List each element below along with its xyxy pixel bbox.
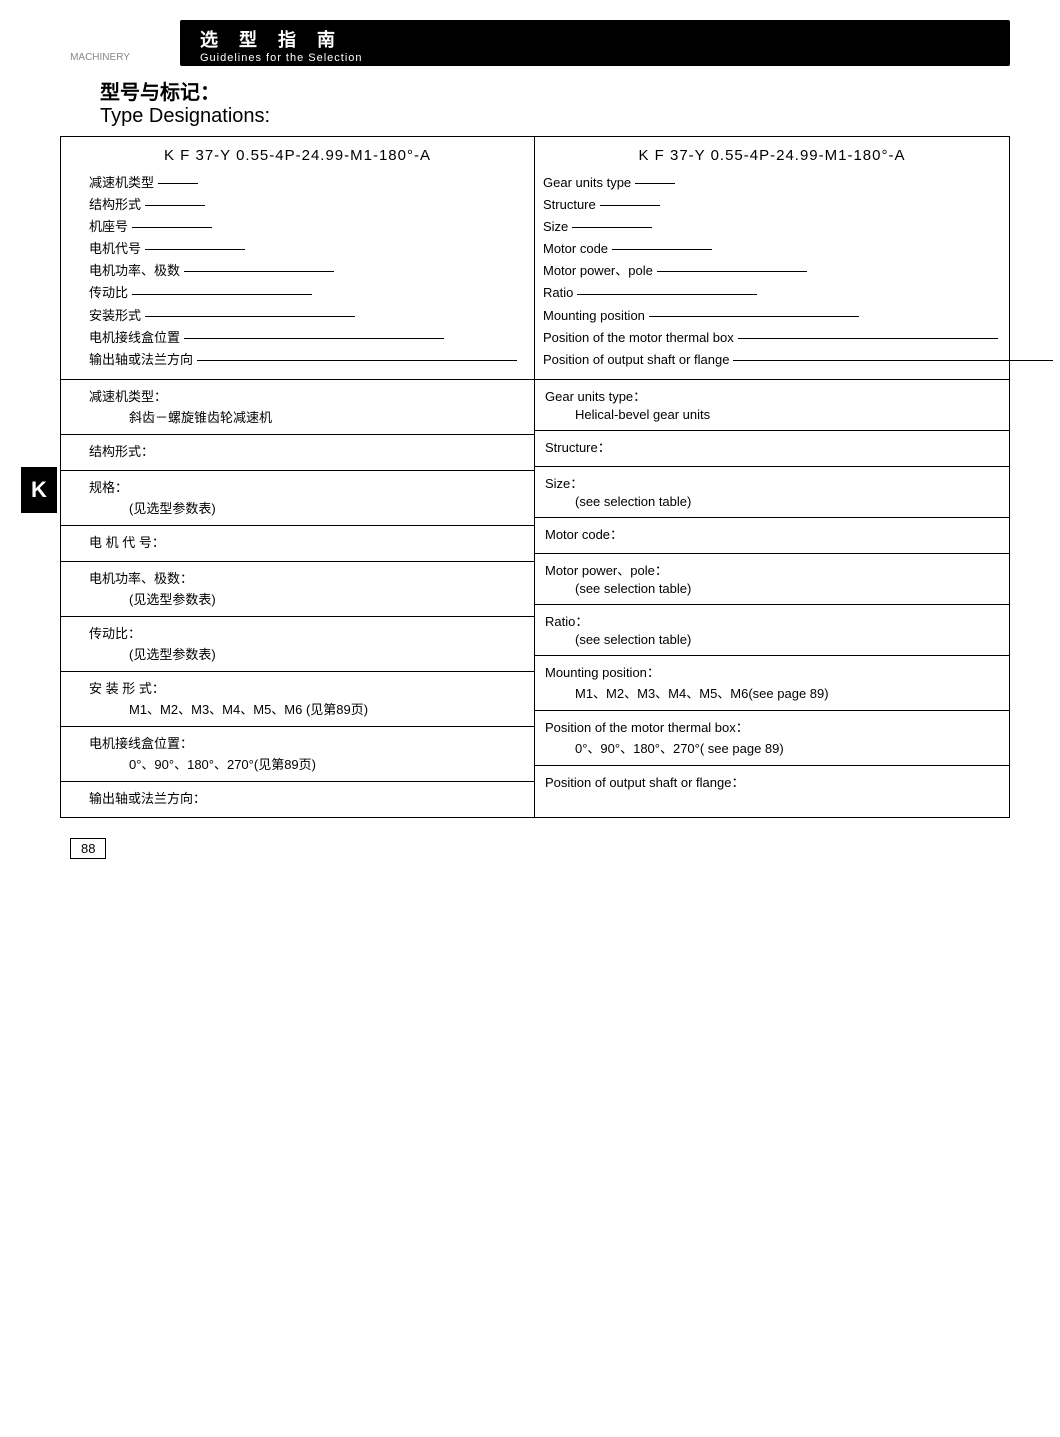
label-line: 电机代号: [89, 238, 526, 260]
structure-head-cn: 结构形式：: [89, 441, 524, 460]
size-head-cn: 规格：: [89, 477, 524, 496]
size-body-en: (see selection table): [545, 494, 999, 509]
header: MACHINERY 选 型 指 南 Guidelines for the Sel…: [20, 20, 1010, 66]
labels-cn: 减速机类型结构形式机座号电机代号电机功率、极数传动比安装形式电机接线盒位置输出轴…: [61, 168, 534, 379]
structure-cn: 结构形式：: [61, 434, 534, 470]
output-head-cn: 输出轴或法兰方向：: [89, 788, 524, 807]
title-bar: 选 型 指 南 Guidelines for the Selection: [180, 20, 1010, 66]
size-cn: 规格： (见选型参数表): [61, 470, 534, 525]
main-box: K K F 37-Y 0.55-4P-24.99-M1-180°-A 减速机类型…: [60, 136, 1010, 818]
thermal-cn: 电机接线盒位置： 0°、90°、180°、270°(见第89页): [61, 726, 534, 781]
page-number: 88: [70, 838, 106, 859]
thermal-en: Position of the motor thermal box： 0°、90…: [535, 710, 1009, 765]
mounting-body-en: M1、M2、M3、M4、M5、M6(see page 89): [545, 683, 999, 702]
label-line: Motor code: [543, 238, 1001, 260]
label-line: Position of the motor thermal box: [543, 327, 1001, 349]
mounting-cn: 安 装 形 式： M1、M2、M3、M4、M5、M6 (见第89页): [61, 671, 534, 726]
motorpower-body-cn: (见选型参数表): [89, 589, 524, 608]
ratio-head-cn: 传动比：: [89, 623, 524, 642]
ratio-cn: 传动比： (见选型参数表): [61, 616, 534, 671]
mounting-body-cn: M1、M2、M3、M4、M5、M6 (见第89页): [89, 699, 524, 718]
header-cn: 选 型 指 南: [200, 26, 990, 52]
mounting-en: Mounting position： M1、M2、M3、M4、M5、M6(see…: [535, 655, 1009, 710]
gear-type-head-cn: 减速机类型：: [89, 386, 524, 405]
structure-en: Structure：: [535, 430, 1009, 466]
motorpower-cn: 电机功率、极数： (见选型参数表): [61, 561, 534, 616]
logo-area: MACHINERY: [20, 24, 180, 63]
motorcode-head-en: Motor code：: [545, 524, 999, 543]
header-en: Guidelines for the Selection: [200, 52, 990, 64]
gear-type-cn: 减速机类型： 斜齿－螺旋锥齿轮减速机: [61, 379, 534, 434]
size-head-en: Size：: [545, 473, 999, 492]
label-line: Gear units type: [543, 172, 1001, 194]
label-line: Structure: [543, 194, 1001, 216]
labels-en: Gear units typeStructureSizeMotor codeMo…: [535, 168, 1009, 379]
motorpower-en: Motor power、pole： (see selection table): [535, 553, 1009, 604]
label-line: Ratio: [543, 282, 1001, 304]
side-tab: K: [21, 467, 57, 513]
ratio-head-en: Ratio：: [545, 611, 999, 630]
mounting-head-cn: 安 装 形 式：: [89, 678, 524, 697]
thermal-body-cn: 0°、90°、180°、270°(见第89页): [89, 754, 524, 773]
ratio-en: Ratio： (see selection table): [535, 604, 1009, 655]
thermal-head-cn: 电机接线盒位置：: [89, 733, 524, 752]
structure-head-en: Structure：: [545, 437, 999, 456]
page-title: 型号与标记： Type Designations:: [100, 76, 1010, 128]
label-line: 输出轴或法兰方向: [89, 349, 526, 371]
designation-en: K F 37-Y 0.55-4P-24.99-M1-180°-A: [535, 137, 1009, 168]
label-line: Position of output shaft or flange: [543, 349, 1001, 371]
gear-type-body-en: Helical-bevel gear units: [545, 407, 999, 422]
motorpower-head-en: Motor power、pole：: [545, 560, 999, 579]
label-line: 安装形式: [89, 305, 526, 327]
designation-cn: K F 37-Y 0.55-4P-24.99-M1-180°-A: [61, 137, 534, 168]
ratio-body-cn: (见选型参数表): [89, 644, 524, 663]
gear-type-en: Gear units type： Helical-bevel gear unit…: [535, 379, 1009, 430]
label-line: Size: [543, 216, 1001, 238]
motorcode-head-cn: 电 机 代 号：: [89, 532, 524, 551]
gear-type-head-en: Gear units type：: [545, 386, 999, 405]
size-en: Size： (see selection table): [535, 466, 1009, 517]
ratio-body-en: (see selection table): [545, 632, 999, 647]
output-cn: 输出轴或法兰方向：: [61, 781, 534, 817]
output-head-en: Position of output shaft or flange：: [545, 772, 999, 791]
label-line: 结构形式: [89, 194, 526, 216]
mounting-head-en: Mounting position：: [545, 662, 999, 681]
label-line: 机座号: [89, 216, 526, 238]
title-en: Type Designations:: [100, 105, 1010, 128]
thermal-body-en: 0°、90°、180°、270°( see page 89): [545, 738, 999, 757]
label-line: 减速机类型: [89, 172, 526, 194]
motorpower-head-cn: 电机功率、极数：: [89, 568, 524, 587]
motorcode-cn: 电 机 代 号：: [61, 525, 534, 561]
label-line: Mounting position: [543, 305, 1001, 327]
motorpower-body-en: (see selection table): [545, 581, 999, 596]
gear-type-body-cn: 斜齿－螺旋锥齿轮减速机: [89, 407, 524, 426]
label-line: 电机功率、极数: [89, 260, 526, 282]
thermal-head-en: Position of the motor thermal box：: [545, 717, 999, 736]
label-line: Motor power、pole: [543, 260, 1001, 282]
size-body-cn: (见选型参数表): [89, 498, 524, 517]
title-cn: 型号与标记：: [100, 76, 1010, 105]
motorcode-en: Motor code：: [535, 517, 1009, 553]
label-line: 电机接线盒位置: [89, 327, 526, 349]
output-en: Position of output shaft or flange：: [535, 765, 1009, 801]
label-line: 传动比: [89, 282, 526, 304]
